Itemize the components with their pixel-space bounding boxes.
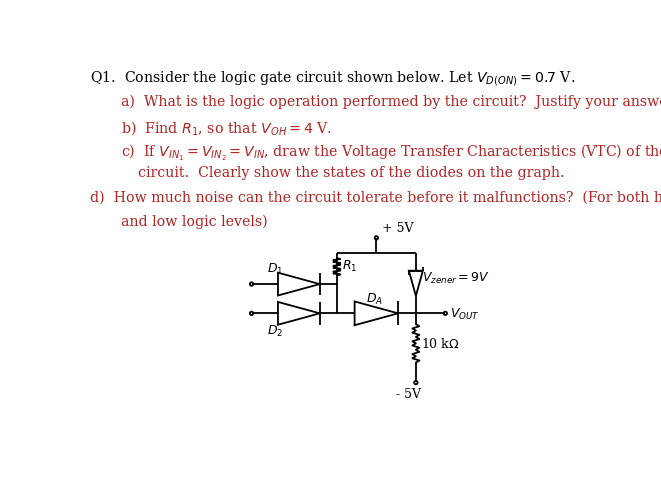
Text: b)  Find $R_1$, so that $V_{OH} = 4$ V.: b) Find $R_1$, so that $V_{OH} = 4$ V. <box>122 119 332 136</box>
Polygon shape <box>278 302 320 325</box>
Text: $V_{OUT}$: $V_{OUT}$ <box>450 306 480 321</box>
Text: c)  If $V_{IN_1} = V_{IN_2} = V_{IN}$, draw the Voltage Transfer Characteristics: c) If $V_{IN_1} = V_{IN_2} = V_{IN}$, dr… <box>122 142 661 162</box>
Polygon shape <box>354 302 398 326</box>
Text: $R_1$: $R_1$ <box>342 258 358 273</box>
Text: $D_A$: $D_A$ <box>366 291 383 306</box>
Text: $D_2$: $D_2$ <box>266 323 283 338</box>
Text: - 5V: - 5V <box>396 387 420 400</box>
Text: $V_{zener} = 9V$: $V_{zener} = 9V$ <box>422 270 490 285</box>
Text: and low logic levels): and low logic levels) <box>122 214 268 228</box>
Text: a)  What is the logic operation performed by the circuit?  Justify your answer.: a) What is the logic operation performed… <box>122 95 661 109</box>
Text: d)  How much noise can the circuit tolerate before it malfunctions?  (For both h: d) How much noise can the circuit tolera… <box>91 190 661 204</box>
Text: $D_1$: $D_1$ <box>266 262 283 277</box>
Text: circuit.  Clearly show the states of the diodes on the graph.: circuit. Clearly show the states of the … <box>138 166 565 180</box>
Polygon shape <box>409 271 423 296</box>
Polygon shape <box>278 273 320 296</box>
Text: Q1.  Consider the logic gate circuit shown below. Let $V_{D(ON)} = 0.7$ V.: Q1. Consider the logic gate circuit show… <box>91 69 576 88</box>
Text: 10 k$\Omega$: 10 k$\Omega$ <box>421 337 460 351</box>
Text: + 5V: + 5V <box>382 221 413 234</box>
